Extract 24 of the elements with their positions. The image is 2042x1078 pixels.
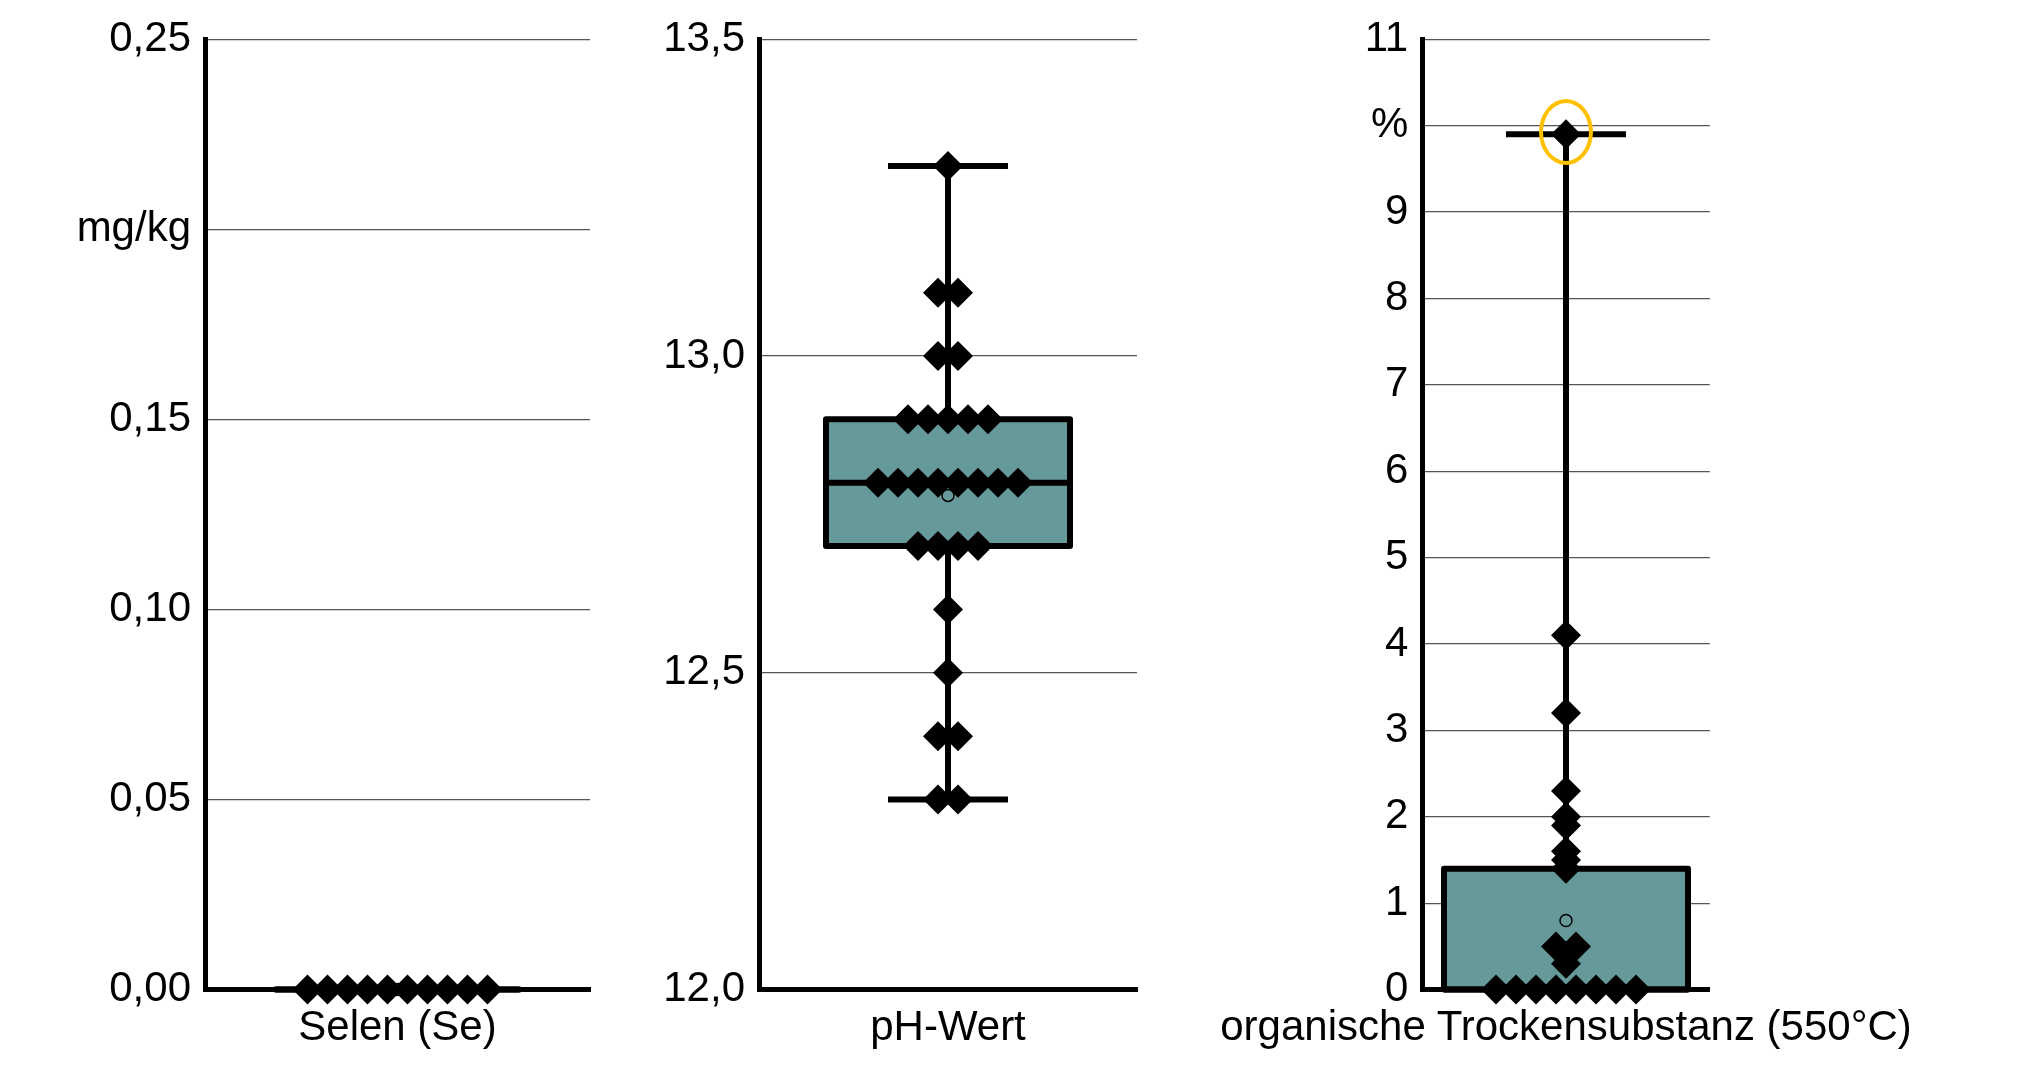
y-tick-label: 0,25 bbox=[109, 12, 191, 60]
y-tick-label: 8 bbox=[1384, 271, 1409, 319]
y-tick-label: 12,0 bbox=[663, 963, 745, 1011]
y-tick-label: % bbox=[1370, 99, 1409, 147]
x-tick-label: organische Trockensubstanz (550°C) bbox=[1220, 1002, 1912, 1050]
y-tick-label: 4 bbox=[1384, 617, 1409, 665]
y-tick-label: mg/kg bbox=[76, 202, 191, 250]
x-tick-label: Selen (Se) bbox=[298, 1002, 497, 1050]
y-tick-label: 2 bbox=[1384, 790, 1409, 838]
y-tick-label: 0,05 bbox=[109, 773, 191, 821]
y-tick-label: 0,00 bbox=[109, 963, 191, 1011]
y-tick-label: 11 bbox=[1364, 12, 1409, 60]
y-tick-label: 5 bbox=[1384, 531, 1409, 579]
y-tick-label: 7 bbox=[1384, 358, 1409, 406]
x-tick-label: pH-Wert bbox=[870, 1002, 1027, 1050]
y-tick-label: 1 bbox=[1384, 876, 1409, 924]
y-tick-label: 12,5 bbox=[663, 646, 745, 694]
y-tick-label: 0,10 bbox=[109, 583, 191, 631]
y-tick-label: 0,15 bbox=[109, 392, 191, 440]
y-tick-label: 13,5 bbox=[663, 12, 745, 60]
y-tick-label: 13,0 bbox=[663, 329, 745, 377]
y-tick-label: 6 bbox=[1384, 444, 1409, 492]
y-tick-label: 9 bbox=[1384, 185, 1409, 233]
y-tick-label: 3 bbox=[1384, 703, 1409, 751]
